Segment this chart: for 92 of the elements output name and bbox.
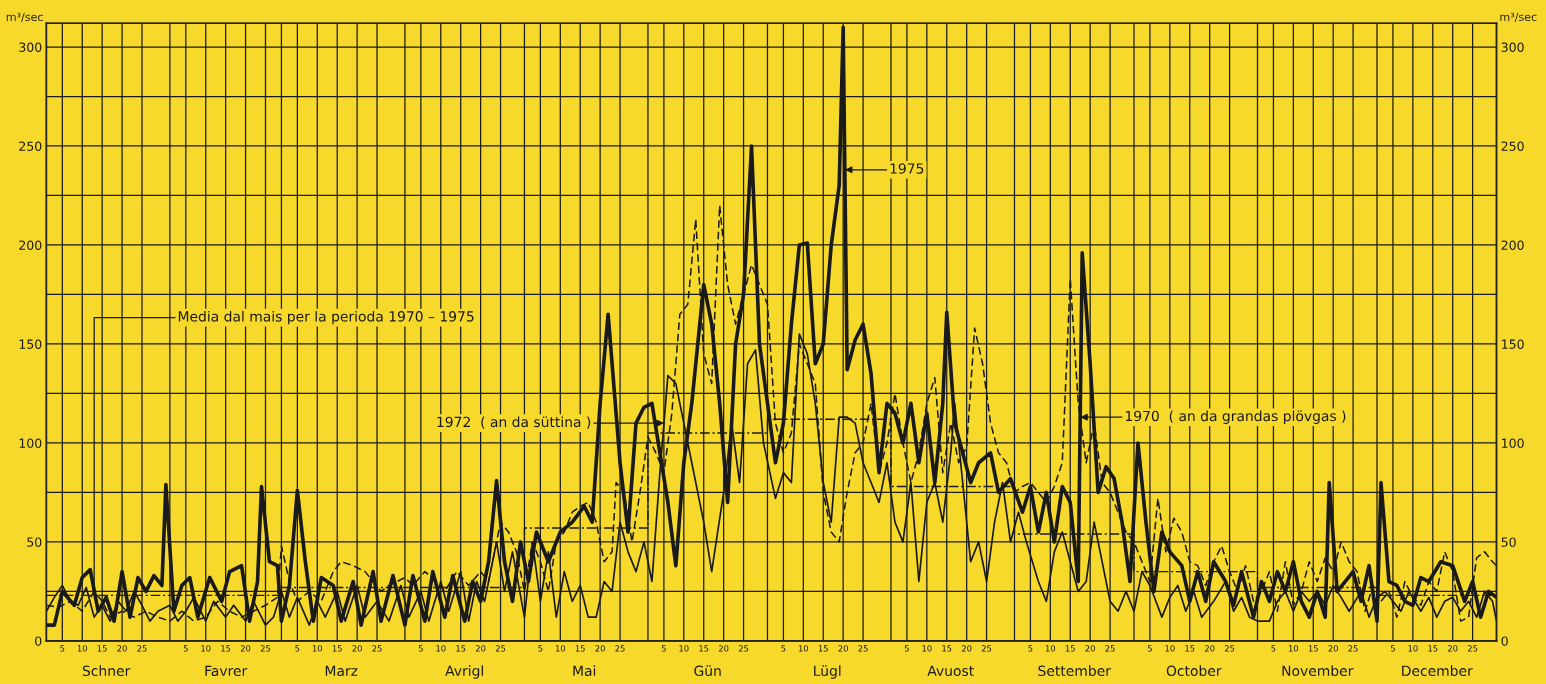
y-tick-label: 100 [19,438,42,448]
annotation: 1970 ( an da grandas plövgas ) [1125,410,1346,424]
x-tick-label: 5 [781,645,786,652]
x-tick-label: 20 [117,645,127,652]
x-tick-label: 20 [1204,645,1215,652]
y2-tick-label: 100 [1502,438,1524,448]
y2-tick-label: 150 [1502,339,1524,349]
x-tick-label: 20 [475,645,486,652]
x-tick-label: 5 [538,645,543,652]
x-tick-label: 10 [1165,645,1175,652]
annotation: 1972 ( an da süttina ) [437,416,591,429]
x-tick-label: 20 [352,645,362,652]
x-tick-label: 10 [555,645,566,652]
x-tick-label: 25 [1467,645,1478,652]
x-tick-label: 15 [456,645,466,652]
x-tick-label: 20 [1085,645,1095,652]
x2-tick-label: Gün [694,665,721,677]
x-tick-label: 5 [1390,645,1395,652]
y-tick-label: 200 [19,240,42,250]
y-tick-label: 50 [27,537,42,547]
x-tick-label: 15 [97,645,107,652]
x2-tick-label: December [1402,665,1473,677]
x-tick-label: 5 [1271,645,1276,652]
x-tick-label: 25 [260,645,271,652]
x2-tick-label: Schner [82,665,131,677]
x2-tick-label: Mai [573,665,596,677]
x-tick-label: 10 [679,645,689,652]
x2-tick-label: Favrer [205,665,248,677]
x-tick-label: 10 [77,645,87,652]
x2-tick-label: Lügl [814,665,841,679]
x-tick-label: 25 [981,645,992,652]
x-tick-label: 25 [137,645,147,652]
y2-tick-label: 300 [1501,42,1524,52]
x-tick-label: 15 [818,645,828,652]
x-tick-label: 15 [1185,645,1195,652]
x-tick-label: 5 [418,645,423,652]
x-tick-label: 20 [718,645,729,652]
x-tick-label: 15 [1428,645,1438,652]
y-axis-title: m³/sec [6,12,43,22]
x-tick-label: 10 [201,645,211,652]
x-tick-label: 10 [312,645,323,652]
x-tick-label: 15 [575,645,585,652]
x-tick-label: 25 [1348,645,1358,652]
x-tick-label: 15 [1065,645,1075,652]
x-tick-label: 25 [1224,645,1235,652]
x-tick-label: 15 [942,645,952,652]
annotation: 1975 [890,163,924,174]
x-tick-label: 10 [436,645,446,652]
x-tick-label: 10 [1408,645,1418,652]
x-tick-label: 20 [961,645,972,652]
x-tick-label: 20 [1328,645,1338,652]
x-tick-label: 25 [1105,645,1115,652]
x-tick-label: 10 [1045,645,1056,652]
x-tick-label: 25 [372,645,382,652]
y2-tick-label: 0 [1501,636,1508,646]
x-tick-label: 15 [699,645,709,652]
y2-axis-title: m³/sec [1500,12,1537,22]
x2-tick-label: Avuost [927,665,974,677]
x-tick-label: 5 [1028,645,1033,652]
y-tick-label: 0 [35,636,42,646]
y2-tick-label: 200 [1501,240,1524,250]
x-tick-label: 10 [798,645,809,652]
x2-tick-label: Avrigl [445,665,483,679]
x-tick-label: 10 [1288,645,1299,652]
x-tick-label: 5 [60,645,65,652]
x-tick-label: 25 [615,645,625,652]
x-tick-label: 25 [495,645,506,652]
x-tick-label: 20 [1448,645,1458,652]
y-tick-label: 150 [19,339,42,349]
x2-tick-label: Marz [325,665,358,677]
x2-tick-label: Settember [1038,665,1111,677]
x-tick-label: 25 [858,645,868,652]
x-tick-label: 5 [1147,645,1152,652]
x2-tick-label: October [1166,665,1222,677]
y2-tick-label: 250 [1501,141,1524,151]
x-tick-label: 10 [922,645,932,652]
x-tick-label: 5 [661,645,666,652]
x-tick-label: 5 [295,645,300,652]
x-tick-label: 20 [838,645,848,652]
y-tick-label: 300 [19,42,42,52]
x-tick-label: 15 [1308,645,1318,652]
x2-tick-label: November [1282,665,1354,677]
annotation: Media dal mais per la perioda 1970 – 1975 [178,310,474,325]
y2-tick-label: 50 [1501,537,1516,547]
x-tick-label: 5 [904,645,909,652]
x-tick-label: 20 [595,645,605,652]
x-tick-label: 20 [240,645,251,652]
x-tick-label: 25 [738,645,749,652]
x-tick-label: 15 [332,645,342,652]
x-tick-label: 15 [221,645,231,652]
y-tick-label: 250 [19,141,42,151]
x-tick-label: 5 [183,645,188,652]
